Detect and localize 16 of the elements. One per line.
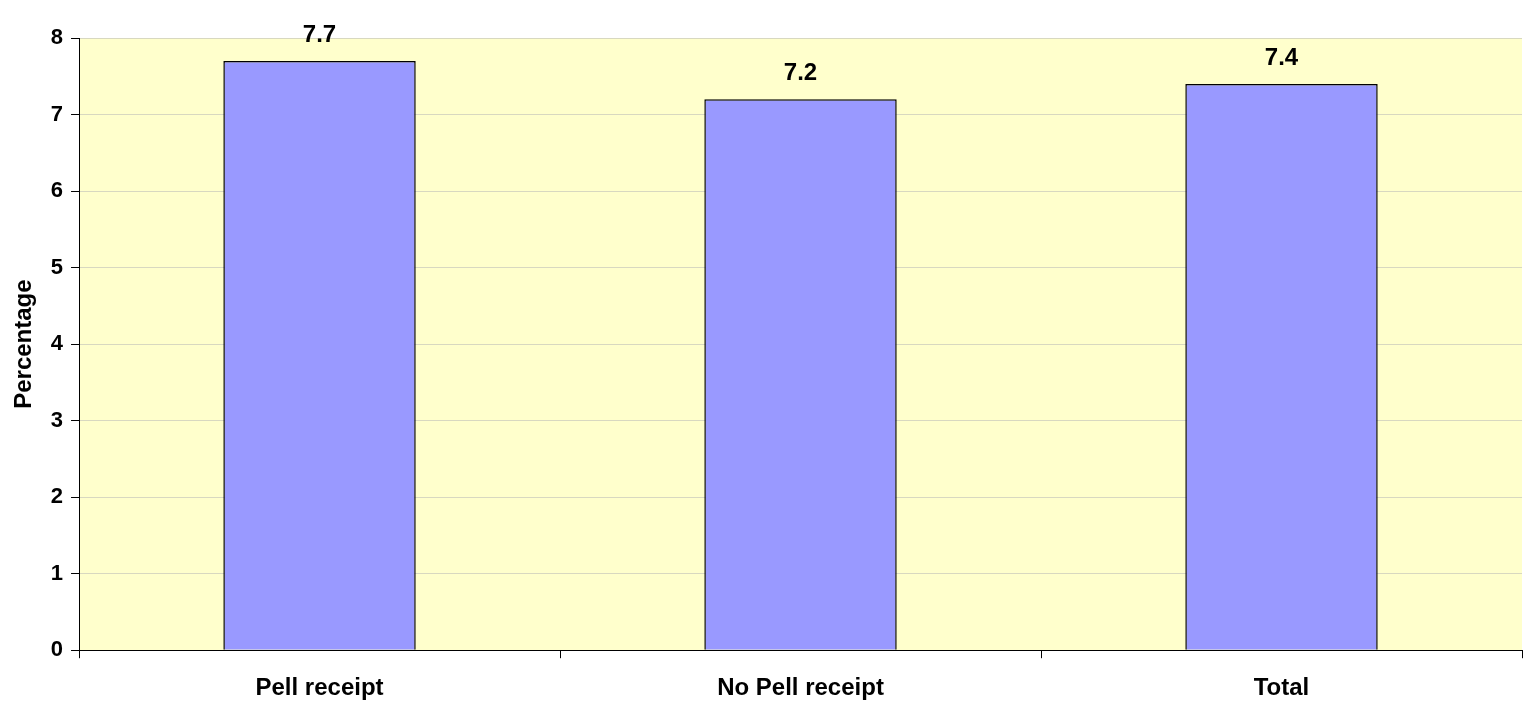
y-tick-label: 0 [50, 636, 64, 662]
y-tick-label: 2 [50, 483, 64, 509]
data-label: 7.2 [783, 57, 818, 85]
y-tick-label: 5 [50, 253, 64, 279]
y-tick-label: 8 [50, 24, 64, 50]
data-label: 7.7 [302, 19, 337, 47]
y-tick-label: 1 [50, 559, 64, 585]
y-tick-label: 6 [50, 177, 64, 203]
y-tick-label: 7 [50, 100, 64, 126]
y-tick-label: 3 [50, 406, 64, 432]
x-tick-label: Pell receipt [255, 673, 384, 701]
y-axis-title: Percentage [9, 279, 37, 409]
y-tick-label: 4 [50, 330, 64, 356]
x-tick-label: No Pell receipt [717, 673, 884, 701]
x-tick-label: Total [1253, 673, 1310, 701]
data-label: 7.4 [1264, 42, 1299, 70]
